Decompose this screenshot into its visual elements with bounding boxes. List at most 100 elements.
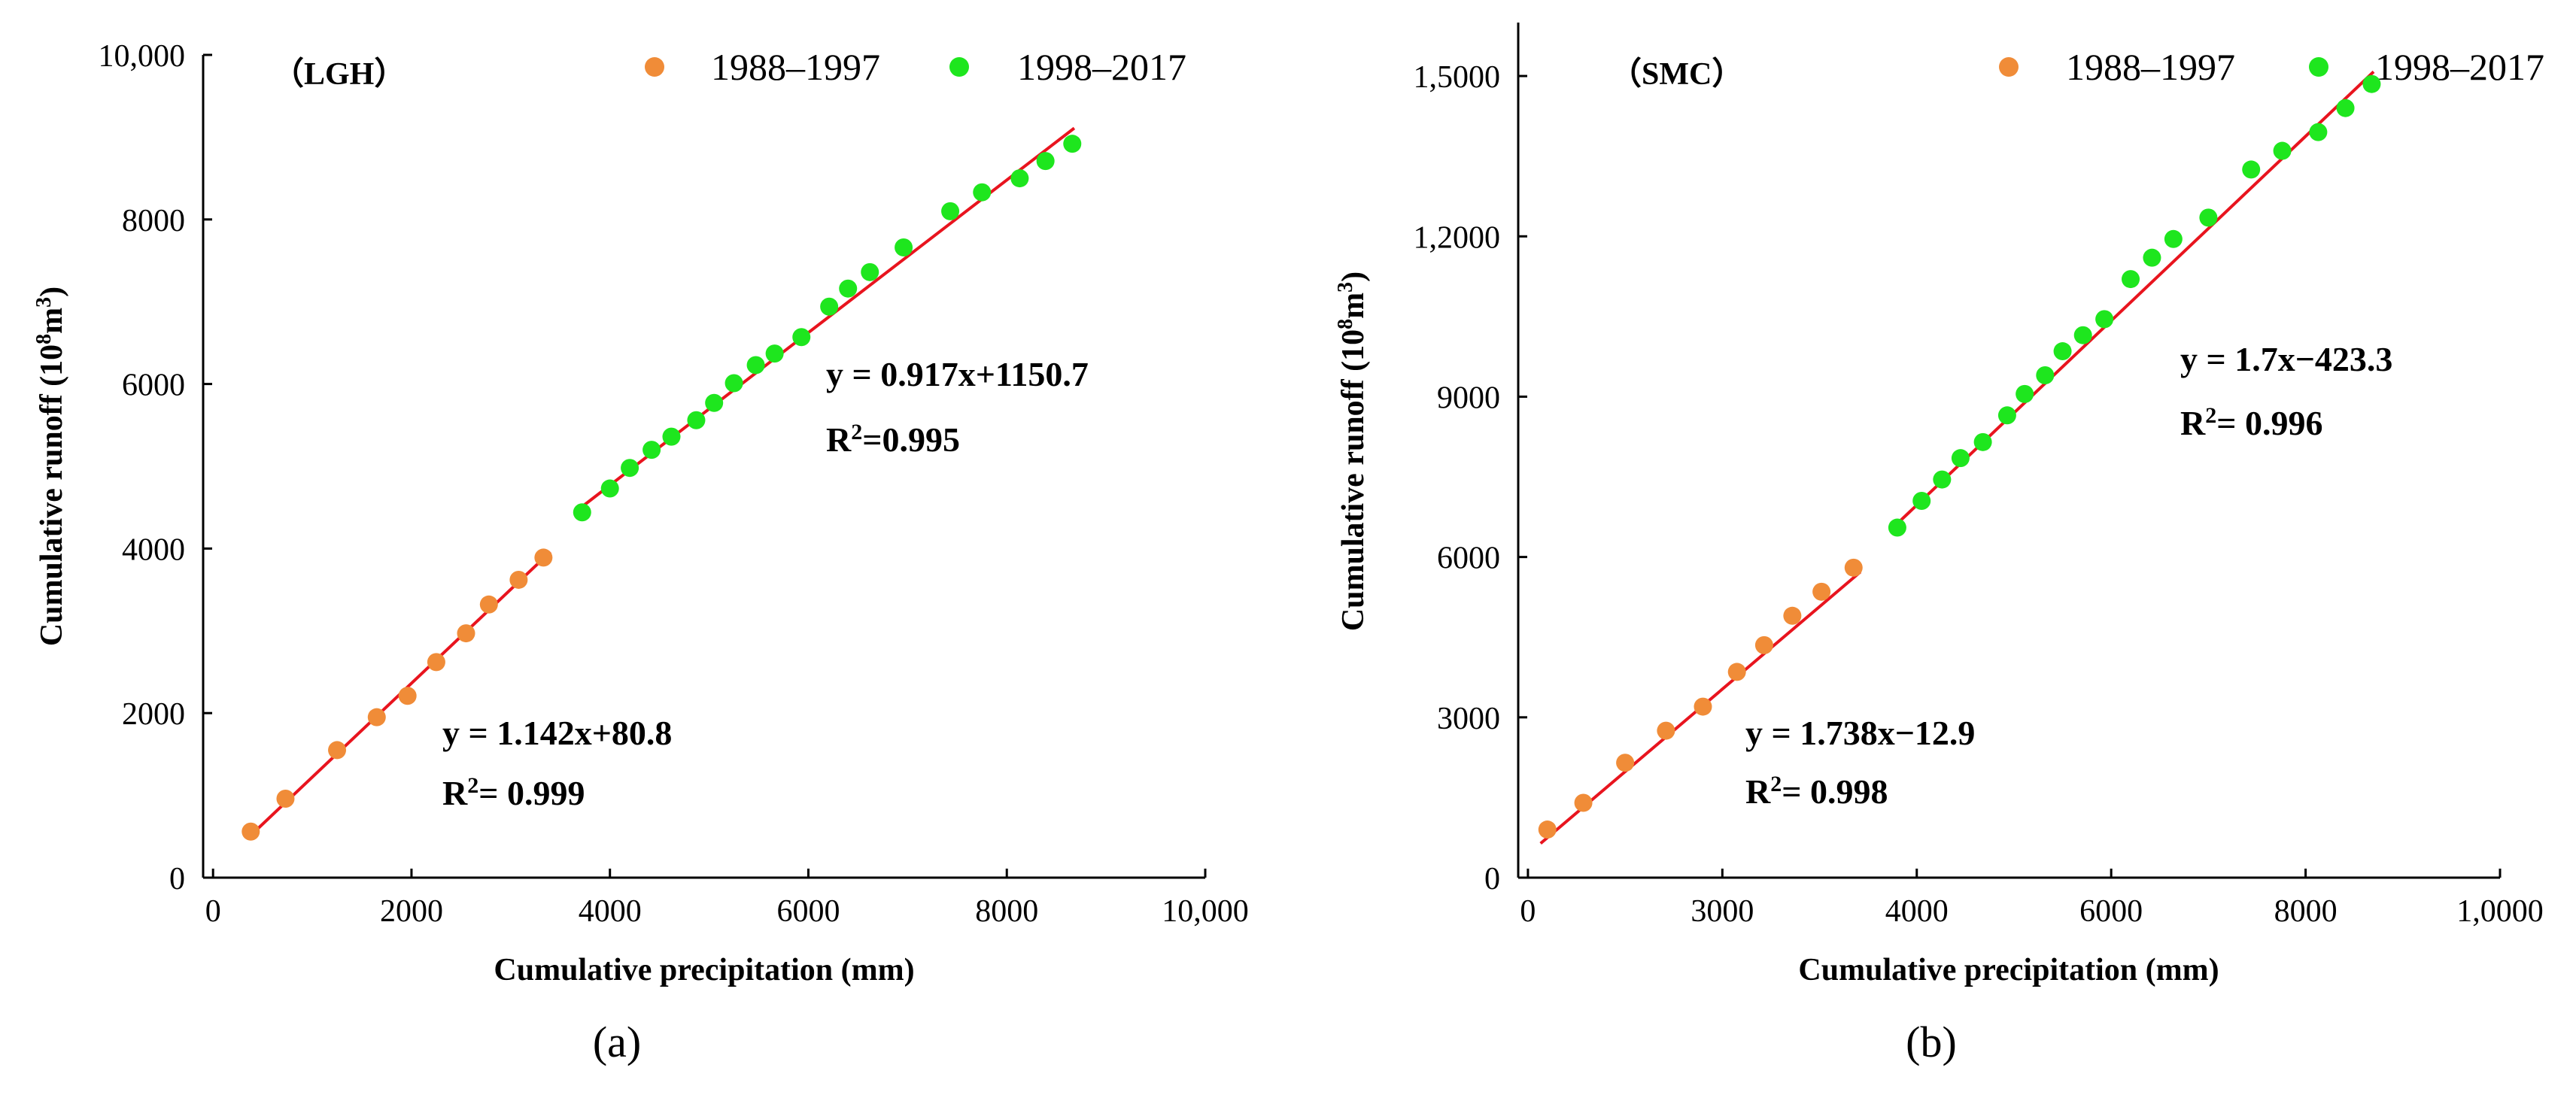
x-tick-label: 8000: [975, 894, 1038, 929]
y-tick-label: 6000: [1437, 541, 1500, 576]
legend-marker-1998-2017: [2309, 57, 2328, 77]
x-tick-label: 3000: [1690, 894, 1754, 929]
data-point: [621, 459, 639, 478]
x-tick-label: 0: [1520, 894, 1536, 929]
data-point: [427, 653, 445, 672]
x-tick-label: 10,000: [1162, 894, 1249, 929]
data-point: [1783, 606, 1802, 625]
legend-label-1988-1997: 1988–1997: [2066, 46, 2235, 88]
y-tick-label: 1,5000: [1414, 60, 1501, 95]
data-point: [2199, 208, 2218, 227]
data-point: [1063, 135, 1082, 153]
fit-line: [1898, 70, 2375, 523]
x-tick-label: 1,0000: [2456, 894, 2544, 929]
y-axis-label-superscript: 3: [32, 297, 56, 308]
data-point: [457, 624, 475, 643]
x-tick-label: 6000: [2079, 894, 2143, 929]
fit-equation: y = 0.917x+1150.7: [826, 355, 1089, 393]
y-axis-label-superscript: 8: [1334, 319, 1357, 329]
data-point: [1933, 470, 1952, 489]
r-squared-value: =0.995: [862, 420, 960, 459]
r-squared-value: = 0.998: [1782, 772, 1888, 811]
data-point: [2242, 160, 2261, 179]
data-point: [1694, 697, 1712, 716]
legend-marker-1988-1997: [645, 57, 664, 77]
data-point: [746, 356, 765, 375]
y-tick-label: 9000: [1437, 381, 1500, 415]
y-axis-label-part: m: [35, 308, 69, 334]
fit-r-squared: R2= 0.996: [2180, 403, 2322, 443]
y-axis-label-part: m: [1336, 293, 1371, 319]
data-point: [1912, 492, 1931, 511]
data-point: [2095, 310, 2114, 329]
y-axis-label-superscript: 3: [1334, 282, 1357, 293]
x-tick-label: 8000: [2274, 894, 2338, 929]
r-squared-superscript: 2: [467, 773, 478, 798]
data-point: [2362, 74, 2381, 93]
r-squared-symbol: R: [442, 774, 468, 812]
data-point: [2309, 123, 2328, 141]
r-squared-symbol: R: [2180, 404, 2206, 442]
data-point: [2053, 342, 2072, 361]
panel-a: 0 2000 4000 6000 8000 10,000 0 2000 4000 6000 8000…: [32, 39, 1249, 1066]
data-point: [2122, 270, 2140, 289]
legend-label-1998-2017: 1998–2017: [2375, 46, 2544, 88]
data-point: [724, 374, 743, 393]
legend-marker-1998-2017: [949, 57, 969, 77]
y-tick-label: 0: [1484, 862, 1500, 896]
panel-title: （LGH）: [272, 56, 406, 92]
r-squared-superscript: 2: [1770, 772, 1782, 796]
fit-equation: y = 1.738x−12.9: [1745, 714, 1975, 752]
r-squared-symbol: R: [1745, 772, 1771, 811]
data-point: [861, 262, 879, 281]
data-point: [839, 279, 858, 298]
data-point: [792, 328, 811, 347]
y-axis-label: Cumulative runoff (108m3): [32, 287, 70, 646]
x-tick-label: 4000: [579, 894, 642, 929]
fit-r-squared: R2= 0.999: [442, 773, 585, 813]
y-axis-label-part: ): [35, 287, 69, 297]
data-point: [1997, 406, 2016, 425]
r-squared-superscript: 2: [851, 420, 862, 444]
legend-label-1998-2017: 1998–2017: [1017, 46, 1186, 88]
data-point: [895, 238, 913, 256]
legend-label-1988-1997: 1988–1997: [711, 46, 880, 88]
data-point: [2036, 366, 2055, 385]
data-point: [398, 687, 417, 705]
y-axis-label: Cumulative runoff (108m3): [1334, 271, 1372, 631]
y-tick-label: 0: [169, 862, 185, 896]
data-point: [2016, 384, 2034, 403]
legend-marker-1988-1997: [1999, 57, 2019, 77]
y-tick-label: 4000: [122, 532, 185, 567]
y-axis-label-part: ): [1336, 271, 1371, 282]
fit-r-squared: R2= 0.998: [1745, 772, 1888, 811]
r-squared-symbol: R: [826, 420, 852, 459]
data-point: [242, 822, 260, 841]
data-point: [2164, 229, 2183, 248]
data-point: [687, 411, 706, 429]
x-tick-label: 6000: [776, 894, 840, 929]
data-point: [642, 441, 661, 460]
data-point: [1727, 663, 1746, 681]
data-point: [705, 393, 724, 412]
data-point: [2336, 99, 2355, 117]
y-tick-label: 6000: [122, 369, 185, 403]
data-point: [1754, 635, 1773, 654]
x-tick-label: 0: [205, 894, 221, 929]
data-point: [765, 344, 784, 363]
data-point: [1951, 449, 1970, 468]
data-point: [1574, 793, 1593, 812]
y-axis-label-part: Cumulative runoff (10: [1336, 329, 1371, 631]
data-point: [941, 202, 960, 220]
data-point: [662, 427, 681, 446]
y-axis-label-superscript: 8: [32, 334, 56, 344]
data-point: [1036, 152, 1055, 171]
data-point: [820, 297, 839, 316]
data-point: [1844, 558, 1863, 577]
panel-title: （SMC）: [1610, 56, 1743, 92]
data-point: [1010, 169, 1029, 188]
y-tick-label: 3000: [1437, 702, 1500, 736]
data-point: [573, 503, 591, 522]
r-squared-value: = 0.999: [478, 774, 585, 812]
